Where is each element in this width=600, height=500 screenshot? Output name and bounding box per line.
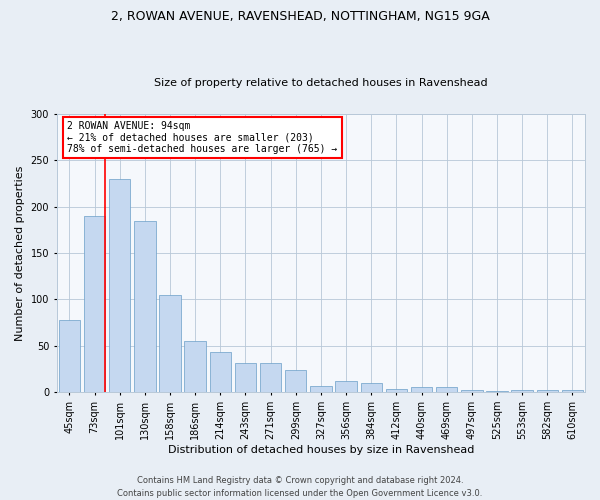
Bar (134, 220, 155, 392)
Bar (562, 390, 583, 392)
Bar (235, 362, 256, 392)
Bar (436, 386, 457, 392)
Bar (184, 341, 206, 392)
Bar (285, 370, 307, 392)
Bar (209, 352, 231, 393)
Y-axis label: Number of detached properties: Number of detached properties (15, 166, 25, 340)
Bar (386, 388, 407, 392)
Bar (536, 390, 558, 392)
Bar (84, 216, 105, 392)
Bar (461, 390, 482, 392)
Bar (310, 386, 332, 392)
Bar (109, 179, 130, 392)
Text: 2 ROWAN AVENUE: 94sqm
← 21% of detached houses are smaller (203)
78% of semi-det: 2 ROWAN AVENUE: 94sqm ← 21% of detached … (67, 120, 338, 154)
Text: Contains HM Land Registry data © Crown copyright and database right 2024.
Contai: Contains HM Land Registry data © Crown c… (118, 476, 482, 498)
Bar (335, 381, 357, 392)
Title: Size of property relative to detached houses in Ravenshead: Size of property relative to detached ho… (154, 78, 488, 88)
Bar (361, 383, 382, 392)
Bar (160, 295, 181, 392)
Bar (59, 320, 80, 392)
Bar (411, 386, 432, 392)
X-axis label: Distribution of detached houses by size in Ravenshead: Distribution of detached houses by size … (168, 445, 474, 455)
Bar (260, 362, 281, 392)
Text: 2, ROWAN AVENUE, RAVENSHEAD, NOTTINGHAM, NG15 9GA: 2, ROWAN AVENUE, RAVENSHEAD, NOTTINGHAM,… (110, 10, 490, 23)
Bar (511, 390, 533, 392)
